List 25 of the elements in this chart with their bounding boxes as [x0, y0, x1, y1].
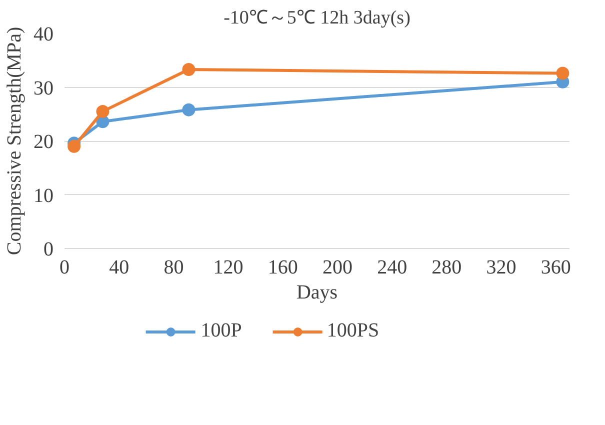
y-tick-label: 20	[34, 131, 54, 153]
y-axis-title: Compressive Strength(MPa)	[4, 26, 26, 256]
point	[96, 104, 110, 118]
x-axis-title: Days	[296, 282, 338, 304]
y-tick-label: 30	[34, 77, 54, 100]
legend-label: 100P	[200, 320, 242, 342]
point	[68, 140, 81, 153]
point	[182, 103, 196, 116]
y-tick-label: 0	[44, 238, 54, 260]
x-tick-label: 80	[164, 256, 184, 278]
x-tick-label: 280	[432, 256, 462, 278]
x-tick-label: 40	[109, 256, 130, 278]
y-tick-label: 10	[34, 184, 54, 207]
x-tick-label: 200	[322, 256, 352, 278]
point	[556, 66, 570, 80]
x-tick-label: 0	[60, 256, 70, 278]
x-tick-label: 320	[486, 256, 516, 278]
chart-title: -10℃～5℃ 12h 3day(s)	[224, 8, 410, 28]
legend-label: 100PS	[326, 320, 380, 342]
x-tick-label: 360	[540, 256, 571, 278]
y-tick-label: 40	[34, 24, 54, 46]
x-tick-label: 120	[213, 256, 244, 278]
x-tick-label: 240	[377, 256, 408, 278]
x-tick-label: 160	[268, 256, 298, 278]
point	[182, 63, 196, 76]
